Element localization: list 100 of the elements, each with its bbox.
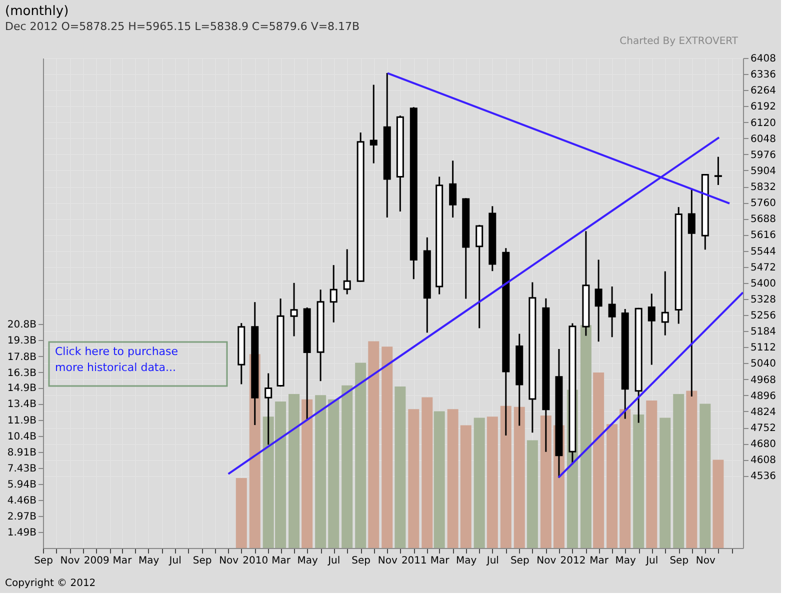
bar [633,414,644,548]
candlestick [661,270,669,336]
y2-tick-label: 4.46B [7,495,37,506]
x-tick-label: Jul [486,556,499,566]
x-tick-label: May [615,556,636,566]
bar [368,341,380,548]
bar [712,460,724,548]
x-tick-label: May [456,556,477,566]
candlestick [608,286,616,338]
x-tick-label: Sep [192,556,212,566]
x-tick-label: Sep [34,556,53,566]
bar [434,411,445,548]
bar [328,399,340,548]
x-tick-label: 2010 [242,556,268,566]
y-tick-label: 6192 [750,102,776,113]
x-tick-label: Jul [327,556,340,566]
bar [447,409,458,548]
candlestick [343,248,351,296]
y-tick-label: 6048 [750,134,776,145]
x-tick-label: May [297,556,318,566]
y-tick-label: 5472 [750,262,776,274]
y2-tick-label: 8.91B [7,448,37,459]
candlestick [476,224,484,329]
bar [236,478,247,548]
y2-tick-label: 7.43B [7,463,37,474]
bar [514,406,525,548]
bar [606,424,618,548]
y-tick-label: 5904 [750,166,776,177]
x-tick-label: May [138,556,160,566]
candlestick [290,282,298,337]
y2-tick-label: 17.8B [7,352,37,363]
y-tick-label: 4608 [750,455,776,466]
bar [382,346,393,548]
candlestick [714,156,722,186]
x-tick-label: 2009 [84,556,110,566]
x-tick-label: Jul [645,556,658,566]
text: Charted By EXTROVERT [620,36,739,47]
bar [660,418,671,548]
y2-tick-label: 11.9B [7,415,37,426]
candlestick [330,264,338,324]
annotation: Click here to purchase more historical data... [55,345,178,374]
y-tick-label: 5400 [750,278,776,290]
y-tick-label: 6408 [750,54,776,64]
y-tick-label: 5760 [750,198,776,210]
y-tick-label: 5328 [750,294,776,306]
y-tick-label: 4752 [750,423,776,434]
y2-tick-label: 16.3B [7,368,37,379]
x-tick-label: Nov [219,556,239,566]
x-tick-label: 2011 [401,556,427,566]
bar [526,440,538,548]
bar [620,409,631,548]
candlestick [648,292,656,366]
y-tick-label: 5616 [750,230,776,242]
x-tick-label: Mar [272,556,292,566]
y-tick-label: 6264 [750,86,776,97]
x-tick-label: Nov [60,556,80,566]
bar [540,416,552,548]
x-tick-label: Nov [536,556,556,566]
y-tick-label: 4824 [750,406,776,418]
bar [686,390,698,548]
bar [394,386,406,548]
y2-tick-label: 2.97B [7,512,37,523]
x-tick-label: 2012 [560,556,586,566]
y2-tick-label: 20.8B [7,320,37,330]
bar [486,416,498,548]
bar [422,397,433,548]
y-tick-label: 6336 [750,70,776,81]
y-tick-label: 4536 [750,471,776,482]
y-tick-label: 4968 [750,374,776,386]
y2-tick-label: 5.94B [7,480,37,491]
x-tick-label: Sep [510,556,530,566]
y-tick-label: 5976 [750,150,776,161]
x-tick-label: Nov [378,556,398,566]
x-tick-label: Mar [112,556,133,566]
x-tick-label: Jul [168,556,182,566]
y-tick-label: 5832 [750,182,776,194]
y-tick-label: 5688 [750,214,776,226]
bar [355,362,366,548]
y-tick-label: 5040 [750,358,776,370]
candlestick [594,258,602,342]
bar [500,406,512,548]
y-tick-label: 6120 [750,118,776,129]
y2-tick-label: 10.4B [7,432,37,442]
y2-tick-label: 19.3B [7,336,37,347]
x-tick-label: Mar [430,556,450,566]
y-tick-label: 5256 [750,310,776,322]
y-tick-label: 4896 [750,390,776,402]
bar [673,394,684,548]
bar [408,409,420,548]
candlestick [449,160,457,218]
candlestick [370,84,378,164]
y-tick-label: 5112 [750,342,776,354]
bar [646,400,658,548]
y-tick-label: 5544 [750,246,776,258]
bar [288,394,300,548]
x-tick-label: Sep [670,556,689,566]
bar [302,399,313,548]
bar [460,425,472,548]
y2-tick-label: 13.4B [7,399,37,410]
text: Copyright © 2012 [5,578,96,589]
